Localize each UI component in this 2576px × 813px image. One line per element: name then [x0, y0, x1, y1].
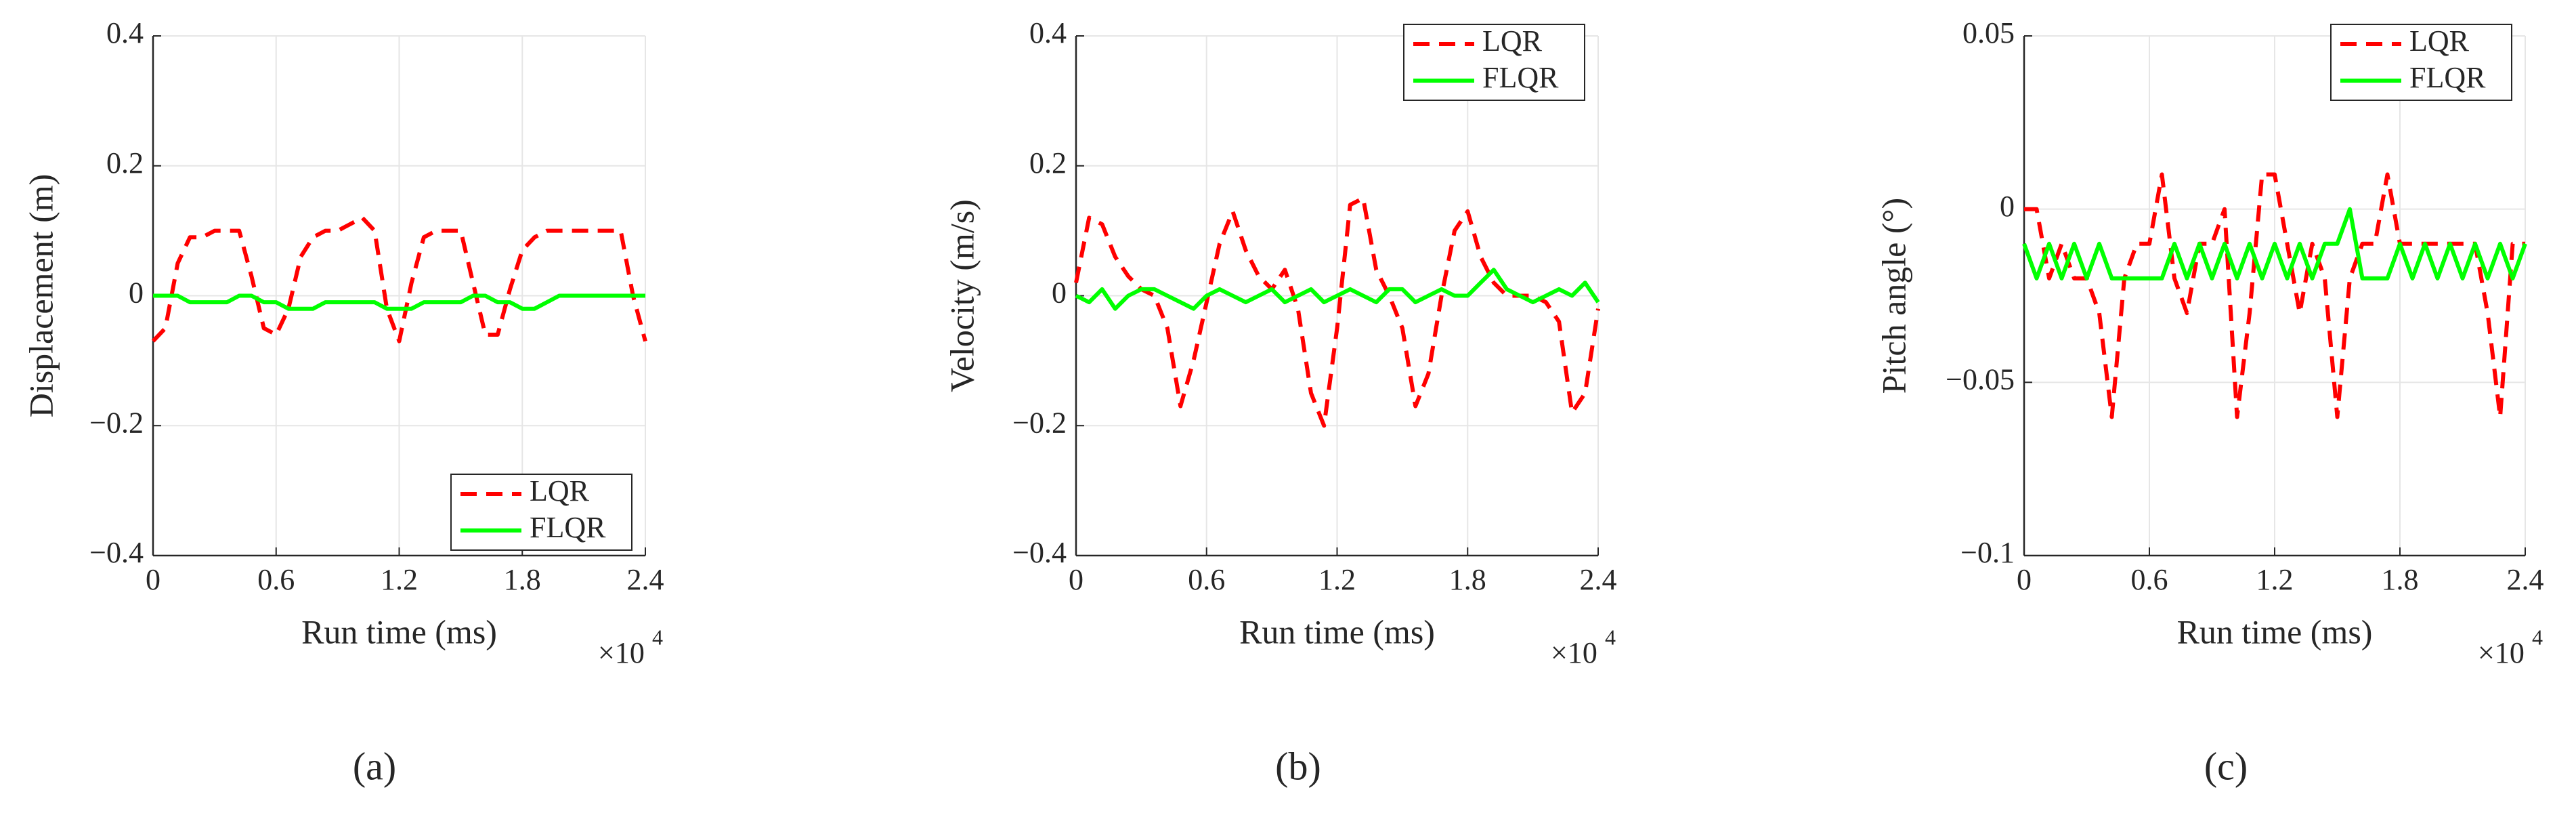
x-tick-label: 1.2: [1318, 563, 1356, 596]
y-tick-label: 0.4: [106, 16, 144, 49]
x-multiplier: ×10: [2478, 636, 2525, 669]
y-axis-label: Velocity (m/s): [943, 199, 981, 392]
legend-box: [2330, 24, 2512, 101]
y-axis-label: Displacement (m): [22, 174, 60, 418]
series-line: [153, 293, 645, 311]
x-exponent: 4: [1605, 625, 1616, 649]
caption: (c): [2204, 744, 2248, 788]
x-tick-label: 1.8: [1449, 563, 1486, 596]
x-tick-label: 0: [146, 563, 160, 596]
x-multiplier: ×10: [598, 636, 645, 669]
y-tick-label: −0.2: [89, 406, 144, 439]
series-line: [1075, 268, 1600, 311]
x-tick-label: 1.8: [504, 563, 541, 596]
legend-label: LQR: [1482, 24, 1543, 58]
legend-label: FLQR: [2409, 61, 2486, 94]
x-axis-label: Run time (ms): [1239, 612, 1435, 650]
legend-label: FLQR: [1482, 61, 1559, 94]
legend-box: [1403, 24, 1585, 101]
legend-label: LQR: [530, 474, 590, 507]
x-exponent: 4: [2532, 625, 2543, 649]
x-axis-label: Run time (ms): [2177, 612, 2373, 650]
caption: (b): [1275, 744, 1321, 788]
x-tick-label: 0.6: [2131, 563, 2168, 596]
y-tick-label: 0.2: [106, 146, 144, 180]
x-exponent: 4: [652, 625, 663, 649]
x-axis-label: Run time (ms): [301, 612, 497, 650]
legend: LQR FLQR: [450, 474, 632, 551]
y-axis-label: Pitch angle (°): [1874, 198, 1912, 394]
x-tick-label: 1.8: [2382, 563, 2419, 596]
y-tick-label: −0.1: [1960, 536, 2015, 569]
x-tick-label: 0: [1069, 563, 1083, 596]
x-tick-label: 1.2: [381, 563, 418, 596]
y-tick-label: 0: [1052, 276, 1067, 310]
caption: (a): [353, 744, 396, 788]
y-tick-label: 0.05: [1962, 16, 2015, 49]
x-multiplier: ×10: [1551, 636, 1597, 669]
y-tick-label: −0.4: [1012, 536, 1067, 569]
x-tick-label: 0.6: [1188, 563, 1225, 596]
series-line: [2024, 172, 2525, 419]
y-tick-label: 0: [2000, 190, 2015, 223]
y-tick-label: −0.4: [89, 536, 144, 569]
y-tick-label: −0.05: [1946, 362, 2015, 396]
series-line: [1074, 196, 1600, 428]
x-tick-label: 2.4: [627, 563, 664, 596]
y-tick-label: 0.4: [1029, 16, 1067, 49]
series-line: [2022, 207, 2527, 280]
legend-box: [450, 474, 632, 551]
x-tick-label: 2.4: [2507, 563, 2544, 596]
x-tick-label: 0: [2017, 563, 2032, 596]
x-tick-label: 2.4: [1580, 563, 1617, 596]
legend-label: FLQR: [530, 511, 606, 544]
series-line: [151, 215, 647, 343]
x-tick-label: 1.2: [2256, 563, 2294, 596]
x-tick-label: 0.6: [257, 563, 295, 596]
y-tick-label: 0.2: [1029, 146, 1067, 180]
y-tick-label: −0.2: [1012, 406, 1067, 439]
y-tick-label: 0: [129, 276, 144, 310]
legend-label: LQR: [2409, 24, 2470, 58]
